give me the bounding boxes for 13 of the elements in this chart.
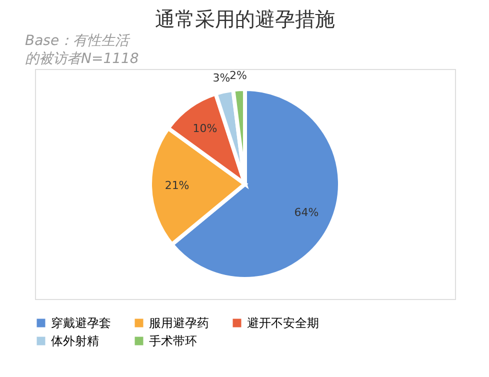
data-label: 64%	[294, 206, 319, 219]
chart-title: 通常采用的避孕措施	[155, 7, 335, 31]
text: 的被访者N=1118	[25, 51, 139, 67]
data-label: 2%	[229, 69, 247, 82]
legend-label: 穿戴避孕套	[51, 316, 111, 330]
legend-label: 服用避孕药	[149, 316, 209, 330]
text: Base：有性生活	[25, 33, 132, 49]
data-label: 21%	[164, 179, 190, 192]
data-label: 3%	[212, 72, 230, 85]
legend-label: 手术带环	[149, 334, 197, 348]
data-label: 10%	[192, 122, 218, 135]
legend-label: 避开不安全期	[247, 316, 319, 330]
legend-label: 体外射精	[51, 334, 99, 348]
